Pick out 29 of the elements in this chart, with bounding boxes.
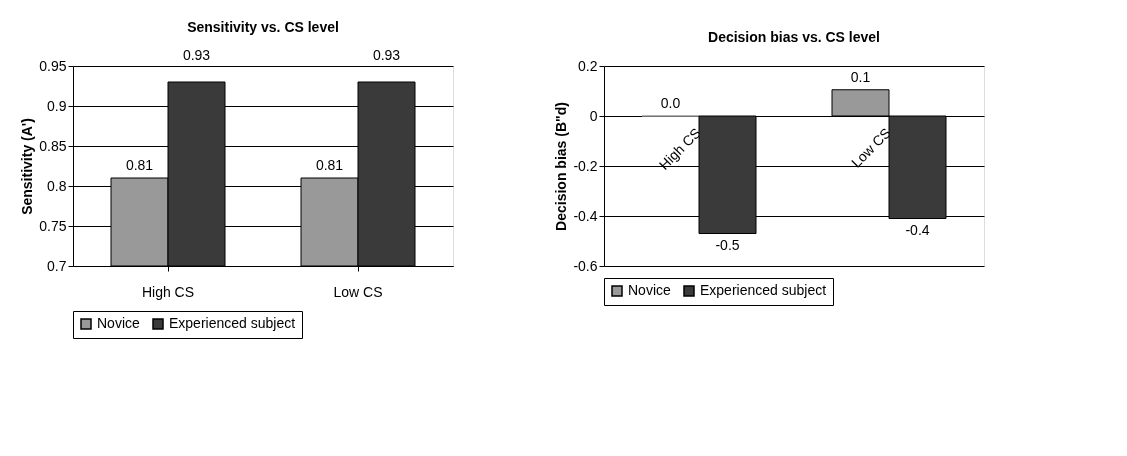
data-label: 0.81 xyxy=(125,157,154,173)
y-axis-title: Sensitivity (A') xyxy=(19,118,36,215)
y-tick-label: -0.6 xyxy=(573,257,598,274)
x-tick-label: High CS xyxy=(141,283,195,300)
y-axis-title: Decision bias (B"d) xyxy=(553,102,570,231)
y-tick-label: 0.7 xyxy=(47,257,67,274)
legend-label: Novice xyxy=(97,315,141,331)
data-label: 0.1 xyxy=(850,68,871,85)
y-tick-label: 0.8 xyxy=(47,177,67,194)
y-tick-label: -0.2 xyxy=(573,157,598,174)
data-label: -0.5 xyxy=(715,236,740,253)
y-tick-label: 0 xyxy=(589,107,598,124)
data-label: 0.93 xyxy=(182,47,211,63)
y-tick-label: 0.75 xyxy=(39,217,67,234)
y-tick-label: -0.4 xyxy=(573,207,598,224)
data-label: -0.4 xyxy=(905,221,930,238)
legend-label: Experienced subject xyxy=(700,282,827,298)
data-label: 0.93 xyxy=(372,47,401,63)
y-tick-label: 0.9 xyxy=(47,97,67,114)
data-label: 0.0 xyxy=(660,95,681,111)
chart-title: Decision bias vs. CS level xyxy=(708,29,880,45)
y-tick-label: 0.2 xyxy=(578,57,598,74)
legend-label: Novice xyxy=(628,282,672,298)
chart-title: Sensitivity vs. CS level xyxy=(187,19,339,35)
x-tick-label: Low CS xyxy=(333,283,383,300)
y-tick-label: 0.95 xyxy=(39,57,67,74)
data-label: 0.81 xyxy=(315,157,344,173)
legend-label: Experienced subject xyxy=(169,315,296,331)
y-tick-label: 0.85 xyxy=(39,137,67,154)
